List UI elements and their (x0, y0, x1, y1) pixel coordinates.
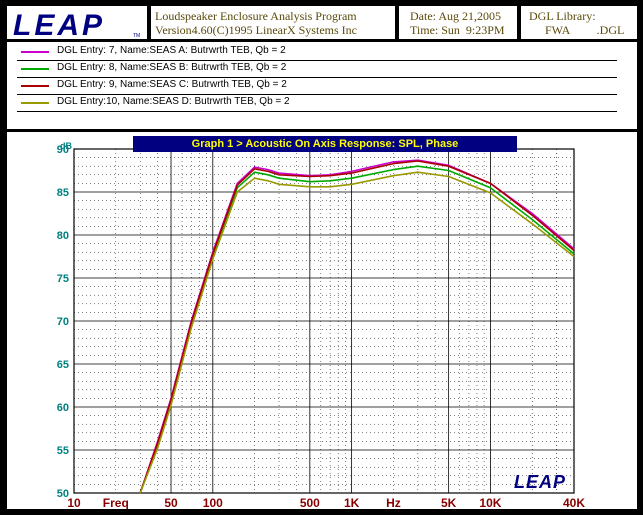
library-title: DGL Library: (529, 9, 596, 23)
legend-item: DGL Entry:10, Name:SEAS D: Butrwrth TEB,… (17, 95, 617, 112)
series-line (139, 159, 575, 494)
legend-item: DGL Entry: 7, Name:SEAS A: Butrwrth TEB,… (17, 44, 617, 61)
legend-label: DGL Entry:10, Name:SEAS D: Butrwrth TEB,… (57, 96, 290, 107)
y-tick-label: 75 (57, 273, 69, 285)
y-tick-label: 65 (57, 359, 69, 371)
logo-panel: LEAP TM (7, 6, 147, 42)
y-tick-label: 85 (57, 187, 69, 199)
spl-chart: 90 85 80 75 70 65 60 55 50 dB 10 Freq 50 100 500 1K Hz 5K… (57, 141, 586, 509)
series-line (139, 160, 575, 494)
legend-panel: DGL Entry: 7, Name:SEAS A: Butrwrth TEB,… (7, 42, 637, 129)
y-axis-label: dB (60, 141, 72, 151)
legend-swatch (21, 85, 49, 87)
plot-panel: 90 85 80 75 70 65 60 55 50 dB 10 Freq 50 100 500 1K Hz 5K… (7, 132, 637, 509)
x-tick-label: 10 (67, 496, 81, 509)
series-line (139, 165, 575, 494)
program-version: Version4.60(C)1995 LinearX Systems Inc (155, 23, 357, 37)
chart-title: Graph 1 > Acoustic On Axis Response: SPL… (133, 136, 517, 152)
legend-item: DGL Entry: 8, Name:SEAS B: Butrwrth TEB,… (17, 61, 617, 78)
legend-swatch (21, 68, 49, 70)
date-text: Date: Aug 21,2005 (410, 9, 501, 23)
x-tick-label: Freq (103, 496, 129, 509)
x-tick-label: 500 (300, 496, 320, 509)
x-tick-label: 50 (164, 496, 178, 509)
datetime-panel: Date: Aug 21,2005 Time: Sun 9:23PM (399, 6, 517, 39)
watermark-logo: LEAP (514, 472, 566, 492)
program-panel: Loudspeaker Enclosure Analysis Program V… (151, 6, 395, 39)
y-tick-label: 80 (57, 230, 69, 242)
legend-swatch (21, 102, 49, 104)
leap-logo: LEAP TM (13, 9, 140, 42)
legend-label: DGL Entry: 8, Name:SEAS B: Butrwrth TEB,… (57, 62, 287, 73)
y-tick-label: 50 (57, 488, 69, 500)
x-tick-label: 10K (479, 496, 501, 509)
library-panel: DGL Library: FWA .DGL (521, 6, 637, 39)
y-tick-label: 70 (57, 316, 69, 328)
x-tick-label: 40K (563, 496, 585, 509)
program-name: Loudspeaker Enclosure Analysis Program (155, 9, 357, 23)
x-tick-label: 5K (441, 496, 457, 509)
y-tick-label: 90 (57, 144, 69, 156)
series-line (139, 171, 575, 494)
x-tick-label: 100 (203, 496, 223, 509)
logo-text: LEAP (13, 9, 105, 39)
legend-label: DGL Entry: 7, Name:SEAS A: Butrwrth TEB,… (57, 45, 286, 56)
y-tick-label: 60 (57, 402, 69, 414)
x-tick-label: Hz (386, 496, 401, 509)
time-text: Time: Sun 9:23PM (410, 23, 505, 37)
legend-swatch (21, 51, 49, 53)
y-tick-label: 55 (57, 445, 69, 457)
library-file: FWA .DGL (545, 23, 625, 37)
x-tick-label: 1K (344, 496, 360, 509)
logo-tm: TM (133, 33, 140, 39)
legend-item: DGL Entry: 9, Name:SEAS C: Butrwrth TEB,… (17, 78, 617, 95)
legend-label: DGL Entry: 9, Name:SEAS C: Butrwrth TEB,… (57, 79, 287, 90)
